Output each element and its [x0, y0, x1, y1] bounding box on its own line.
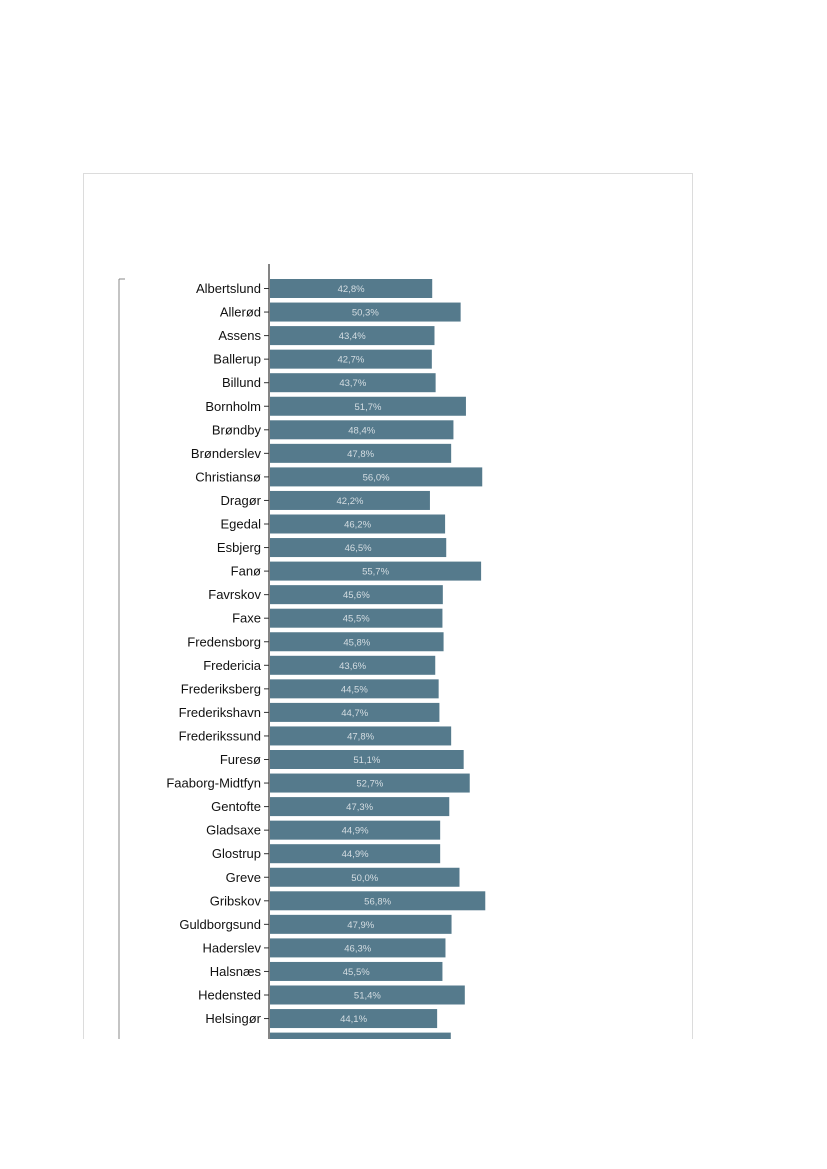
bar-partial-next: [270, 1032, 451, 1039]
category-label-17: Fredericia: [203, 658, 262, 673]
value-label-23: 47,3%: [346, 802, 373, 813]
value-label-8: 47,8%: [347, 449, 374, 460]
bar-1: [270, 279, 433, 298]
bar-21: [270, 750, 464, 769]
bar-chart: Albertslund 42,8% Allerød 50,3% Assens 43,4% B…: [118, 264, 486, 1039]
bar-8: [270, 443, 452, 463]
bar-22: [270, 773, 470, 793]
category-label-21: Furesø: [220, 752, 261, 767]
value-label-18: 44,5%: [341, 684, 368, 695]
value-label-24: 44,9%: [342, 826, 369, 837]
category-label-31: Hedensted: [198, 988, 261, 1003]
value-label-30: 45,5%: [343, 967, 370, 978]
category-label-23: Gentofte: [211, 799, 261, 814]
bar-9: [270, 467, 483, 487]
value-label-11: 46,2%: [344, 520, 371, 531]
category-label-18: Frederiksberg: [181, 681, 261, 696]
bar-31: [270, 985, 465, 1005]
category-label-16: Fredensborg: [187, 634, 261, 649]
bar-6: [270, 396, 466, 416]
category-label-19: Frederikshavn: [179, 705, 261, 720]
bar-7: [270, 420, 454, 440]
category-label-10: Dragør: [221, 493, 262, 508]
value-label-10: 42,2%: [337, 496, 364, 507]
value-label-2: 50,3%: [352, 308, 379, 319]
value-label-6: 51,7%: [355, 402, 382, 413]
category-label-3: Assens: [218, 328, 261, 343]
bar-26: [270, 867, 460, 887]
bar-11: [270, 514, 446, 534]
bar-5: [270, 373, 436, 393]
category-label-5: Billund: [222, 375, 261, 390]
category-label-4: Ballerup: [213, 352, 261, 367]
value-label-7: 48,4%: [348, 425, 375, 436]
bar-25: [270, 844, 441, 864]
value-label-13: 55,7%: [362, 567, 389, 578]
category-label-27: Gribskov: [210, 893, 262, 908]
category-label-2: Allerød: [220, 305, 261, 320]
category-label-14: Favrskov: [208, 587, 261, 602]
category-label-29: Haderslev: [202, 940, 261, 955]
chart-panel: Albertslund 42,8% Allerød 50,3% Assens 43,4% B…: [83, 173, 693, 1039]
category-label-6: Bornholm: [205, 399, 261, 414]
bar-23: [270, 797, 450, 817]
value-label-22: 52,7%: [356, 779, 383, 790]
value-label-27: 56,8%: [364, 896, 391, 907]
bar-30: [270, 961, 443, 981]
value-label-1: 42,8%: [338, 284, 365, 295]
category-label-25: Glostrup: [212, 846, 261, 861]
value-label-14: 45,6%: [343, 590, 370, 601]
bar-28: [270, 914, 452, 934]
value-label-9: 56,0%: [363, 472, 390, 483]
value-label-16: 45,8%: [343, 637, 370, 648]
value-label-19: 44,7%: [341, 708, 368, 719]
bar-24: [270, 820, 441, 840]
bar-17: [270, 655, 436, 675]
category-label-20: Frederikssund: [179, 728, 261, 743]
category-label-32: Helsingør: [205, 1011, 261, 1026]
category-label-22: Faaborg-Midtfyn: [166, 776, 261, 791]
bar-15: [270, 608, 443, 628]
bar-12: [270, 538, 447, 558]
value-label-21: 51,1%: [353, 755, 380, 766]
value-label-3: 43,4%: [339, 331, 366, 342]
value-label-17: 43,6%: [339, 661, 366, 672]
bar-10: [270, 490, 430, 510]
bar-2: [270, 302, 461, 322]
category-label-15: Faxe: [232, 611, 261, 626]
category-label-11: Egedal: [221, 517, 262, 532]
value-label-20: 47,8%: [347, 731, 374, 742]
category-label-7: Brøndby: [212, 422, 262, 437]
category-label-12: Esbjerg: [217, 540, 261, 555]
bar-19: [270, 702, 440, 722]
bar-32: [270, 1009, 438, 1029]
bar-20: [270, 726, 452, 746]
value-label-5: 43,7%: [339, 378, 366, 389]
category-label-1: Albertslund: [196, 281, 261, 296]
bar-4: [270, 349, 432, 369]
value-label-29: 46,3%: [344, 943, 371, 954]
bar-18: [270, 679, 439, 699]
category-label-24: Gladsaxe: [206, 823, 261, 838]
value-label-12: 46,5%: [345, 543, 372, 554]
value-label-25: 44,9%: [342, 849, 369, 860]
category-label-9: Christiansø: [195, 469, 261, 484]
value-label-31: 51,4%: [354, 991, 381, 1002]
category-label-13: Fanø: [231, 564, 261, 579]
value-label-4: 42,7%: [337, 355, 364, 366]
value-label-15: 45,5%: [343, 614, 370, 625]
bar-3: [270, 326, 435, 346]
bar-13: [270, 561, 482, 581]
category-label-26: Greve: [226, 870, 261, 885]
bar-14: [270, 585, 443, 605]
bar-27: [270, 891, 486, 911]
value-label-32: 44,1%: [340, 1014, 367, 1025]
category-label-28: Guldborgsund: [179, 917, 261, 932]
value-label-26: 50,0%: [351, 873, 378, 884]
bar-29: [270, 938, 446, 958]
value-label-28: 47,9%: [347, 920, 374, 931]
category-label-8: Brønderslev: [191, 446, 262, 461]
category-label-30: Halsnæs: [210, 964, 262, 979]
bar-16: [270, 632, 444, 652]
